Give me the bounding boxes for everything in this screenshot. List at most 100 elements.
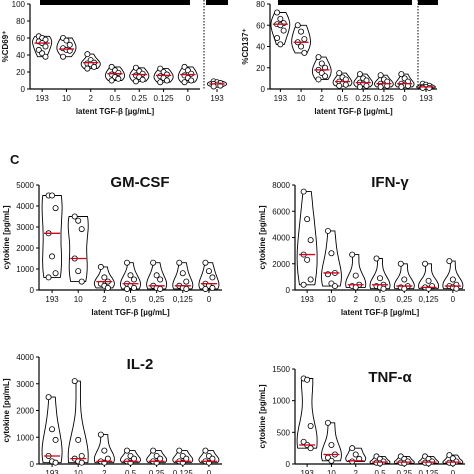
- point-1-1: [328, 250, 335, 257]
- point-0-7: [277, 41, 284, 48]
- x-tick-label-3: 0.5: [109, 94, 121, 103]
- point-5-0: [176, 259, 183, 266]
- point-1-4: [75, 268, 82, 275]
- point-0-5: [307, 276, 314, 283]
- x-axis-label: latent TGF-β [µg/mL]: [341, 308, 420, 317]
- x-tick-label-4: 0,25: [396, 469, 412, 474]
- x-tick-label-1: 10: [297, 94, 306, 103]
- group-bar-1: [40, 0, 190, 5]
- x-tick-label-0: 193: [300, 469, 314, 474]
- x-tick-label-7: 193: [419, 94, 433, 103]
- y-axis-label: cytokine [pg/mL]: [258, 384, 267, 448]
- y-axis-label: cytokine [pg/mL]: [258, 205, 267, 269]
- y-tick-label-0: 0: [30, 460, 35, 469]
- point-6-1: [205, 268, 212, 275]
- point-2-1: [352, 451, 359, 458]
- point-2-0: [97, 263, 104, 270]
- x-tick-label-2: 2: [88, 94, 93, 103]
- panel-2: 0 20 40 60 80 %CD137⁺ 193 10 2 0.5 0.25 0.125 0 193 la…: [241, 0, 438, 116]
- point-5-1: [425, 277, 432, 284]
- x-axis-label: latent TGF-β [µg/mL]: [91, 308, 170, 317]
- point-4-2: [157, 276, 164, 283]
- point-0-2: [52, 436, 59, 443]
- point-3-0: [336, 70, 343, 77]
- x-tick-label-2: 2: [102, 295, 107, 304]
- point-0-4: [304, 256, 311, 263]
- y-tick-label-1: 20: [256, 64, 265, 73]
- point-2-0: [84, 51, 91, 58]
- point-1-0: [324, 419, 331, 426]
- group-bar-1: [278, 0, 412, 5]
- point-3-6: [336, 82, 343, 89]
- y-tick-label-3: 1500: [272, 365, 290, 374]
- violin-1: [320, 230, 342, 287]
- x-tick-label-1: 10: [74, 295, 83, 304]
- point-3-6: [108, 77, 115, 84]
- y-tick-label-4: 4000: [16, 202, 34, 211]
- violin-0: [296, 378, 318, 449]
- x-axis-label: latent TGF-β [µg/mL]: [314, 107, 393, 116]
- point-5-6: [157, 79, 164, 86]
- y-tick-label-4: 8000: [272, 181, 290, 190]
- point-1-1: [298, 28, 305, 35]
- y-tick-label-5: 5000: [16, 181, 34, 190]
- x-tick-label-3: 0,5: [374, 295, 386, 304]
- x-tick-label-3: 0,5: [374, 469, 386, 474]
- point-6-5: [209, 284, 216, 291]
- y-tick-label-0: 0: [286, 286, 291, 295]
- point-0-4: [277, 22, 284, 29]
- point-6-0: [202, 447, 209, 454]
- point-3-5: [115, 75, 122, 82]
- point-3-0: [124, 447, 131, 454]
- violin-1: [67, 216, 89, 283]
- x-tick-label-5: 0.125: [154, 94, 175, 103]
- y-axis-label: cytokine [pg/mL]: [2, 378, 11, 442]
- point-3-5: [380, 285, 387, 292]
- point-0-2: [52, 205, 59, 212]
- x-tick-label-3: 0,5: [125, 295, 137, 304]
- point-2-5: [91, 63, 98, 70]
- y-tick-label-3: 3000: [16, 223, 34, 232]
- y-axis-label: %CD137⁺: [241, 28, 250, 64]
- point-0-2: [307, 422, 314, 429]
- point-2-0: [315, 54, 322, 61]
- point-0-5: [280, 27, 287, 34]
- point-5-5: [183, 285, 190, 292]
- point-4-0: [150, 447, 157, 454]
- y-tick-label-0: 0: [261, 85, 266, 94]
- x-tick-label-4: 0.25: [131, 94, 147, 103]
- x-axis-label: latent TGF-β [µg/mL]: [76, 107, 155, 116]
- point-1-2: [78, 226, 85, 233]
- point-6-0: [202, 259, 209, 266]
- point-4-4: [401, 285, 408, 292]
- point-0-1: [277, 15, 284, 22]
- point-4-5: [157, 285, 164, 292]
- point-6-2: [209, 274, 216, 281]
- y-tick-label-3: 3000: [16, 380, 34, 389]
- group-bar-2: [206, 0, 228, 5]
- point-4-1: [401, 276, 408, 283]
- point-4-6: [132, 78, 139, 85]
- y-tick-label-1: 20: [16, 68, 25, 77]
- chart-title: TNF-α: [368, 369, 412, 386]
- point-1-5: [301, 49, 308, 56]
- point-0-1: [304, 376, 311, 383]
- chart-title: GM-CSF: [110, 174, 169, 191]
- x-tick-label-4: 0.25: [355, 94, 371, 103]
- y-tick-label-4: 80: [16, 17, 25, 26]
- y-tick-label-1: 1000: [16, 265, 34, 274]
- point-2-0: [97, 431, 104, 438]
- point-2-0: [349, 251, 356, 258]
- y-tick-label-2: 2000: [16, 407, 34, 416]
- point-6-5: [453, 285, 460, 292]
- point-1-5: [331, 283, 338, 290]
- y-tick-label-3: 60: [256, 21, 265, 30]
- point-3-6: [124, 285, 131, 292]
- point-0-8: [42, 53, 49, 60]
- violin-5: [418, 263, 440, 290]
- point-4-5: [139, 76, 146, 83]
- point-1-0: [324, 227, 331, 234]
- chart-title: IFN-γ: [371, 174, 409, 191]
- x-tick-label-3: 0,5: [125, 469, 137, 474]
